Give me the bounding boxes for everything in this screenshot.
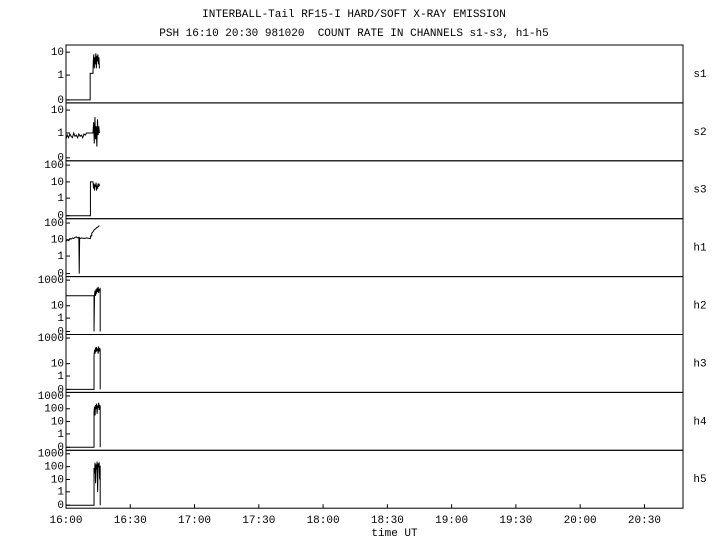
y-tick-label: 1: [57, 371, 64, 383]
y-tick-label: 0: [57, 269, 64, 281]
x-tick-label: 17:30: [242, 515, 275, 527]
y-tick-label: 1: [57, 251, 64, 263]
y-tick-label: 100: [44, 462, 64, 474]
x-tick-label: 16:00: [49, 515, 82, 527]
data-line: [65, 117, 100, 147]
y-tick-label: 10: [51, 416, 64, 428]
data-line: [66, 53, 100, 101]
x-tick-label: 18:00: [307, 515, 340, 527]
y-tick-label: 10: [51, 301, 64, 313]
y-tick-label: 1000: [38, 391, 64, 403]
y-tick-label: 10: [51, 474, 64, 486]
y-tick-label: 10: [51, 359, 64, 371]
x-tick-label: 20:30: [628, 515, 661, 527]
y-tick-label: 1: [57, 313, 64, 325]
x-tick-label: 19:30: [499, 515, 532, 527]
y-tick-label: 1: [57, 429, 64, 441]
y-tick-label: 1: [57, 70, 64, 82]
x-tick-label: 20:00: [564, 515, 597, 527]
data-line: [65, 225, 100, 274]
x-tick-label: 17:00: [178, 515, 211, 527]
y-tick-label: 100: [44, 218, 64, 230]
legend-label: h1: [693, 243, 707, 255]
y-tick-label: 1: [57, 193, 64, 205]
y-tick-label: 0: [57, 326, 64, 338]
y-tick-label: 0: [57, 442, 64, 454]
legend-label: h5: [693, 474, 706, 486]
x-tick-label: 18:30: [371, 515, 404, 527]
y-tick-label: 1000: [38, 275, 64, 287]
y-tick-label: 0: [57, 95, 64, 107]
y-tick-label: 10: [51, 177, 64, 189]
x-tick-label: 16:30: [114, 515, 147, 527]
y-tick-label: 1000: [38, 333, 64, 345]
x-tick-label: 19:00: [435, 515, 468, 527]
legend-label: s3: [693, 185, 706, 197]
legend-label: h4: [693, 416, 707, 428]
y-tick-label: 100: [44, 404, 64, 416]
data-line: [66, 402, 101, 448]
chart-subtitle: PSH 16:10 20:30 981020 COUNT RATE IN CHA…: [159, 28, 548, 40]
chart-title: INTERBALL-Tail RF15-I HARD/SOFT X-RAY EM…: [202, 9, 506, 21]
data-line: [66, 346, 101, 390]
x-axis-label: time UT: [371, 528, 418, 540]
y-tick-label: 0: [57, 384, 64, 396]
legend-label: s2: [693, 127, 706, 139]
y-tick-label: 0: [57, 500, 64, 512]
data-line: [66, 181, 101, 217]
y-tick-label: 100: [44, 160, 64, 172]
y-tick-label: 10: [51, 47, 64, 59]
data-line: [66, 286, 101, 332]
y-tick-label: 0: [57, 153, 64, 165]
data-line: [66, 461, 101, 506]
y-tick-label: 0: [57, 211, 64, 223]
legend-label: s1: [693, 69, 707, 81]
y-tick-label: 10: [51, 105, 64, 117]
legend-label: h2: [693, 300, 706, 312]
y-tick-label: 1: [57, 487, 64, 499]
legend-label: h3: [693, 358, 706, 370]
y-tick-label: 1000: [38, 449, 64, 461]
y-tick-label: 10: [51, 235, 64, 247]
y-tick-label: 1: [57, 128, 64, 140]
